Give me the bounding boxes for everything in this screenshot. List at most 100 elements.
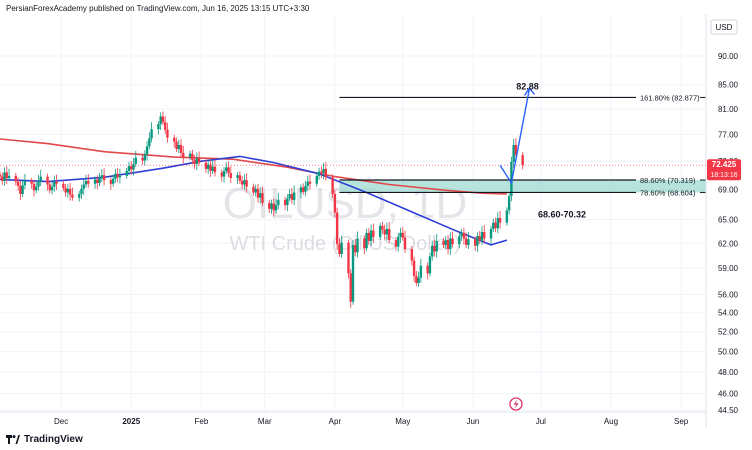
candle-body <box>351 244 355 302</box>
candle <box>442 237 445 248</box>
candle <box>494 217 497 233</box>
candle <box>148 132 151 150</box>
candle <box>290 187 294 204</box>
candle <box>476 232 479 252</box>
candle <box>213 159 217 177</box>
candle-body <box>347 242 350 274</box>
candle <box>37 174 40 191</box>
candle <box>143 150 147 166</box>
x-tick-label: Mar <box>258 417 272 426</box>
candle-body <box>3 172 6 181</box>
candle <box>354 238 357 257</box>
candle-body <box>433 245 436 252</box>
candle-body <box>102 175 106 181</box>
candle-body <box>64 188 67 193</box>
candle-body <box>259 193 262 198</box>
candle-body <box>268 202 271 209</box>
candle-body <box>125 170 128 176</box>
price-axis[interactable]: USD 90.0085.0081.0077.0073.0069.0065.006… <box>705 0 752 428</box>
candle <box>206 160 210 174</box>
candle-body <box>270 203 273 209</box>
candle-body <box>209 164 212 171</box>
candle <box>209 159 212 178</box>
publisher-line: PersianForexAcademy published on Trading… <box>6 4 310 13</box>
candle-body <box>349 273 352 302</box>
y-tick-label: 90.00 <box>718 52 739 61</box>
candle-body <box>399 232 402 237</box>
candle <box>93 176 97 189</box>
candle <box>419 258 423 283</box>
candle-body <box>322 168 325 174</box>
x-tick-label: Aug <box>604 417 618 426</box>
candle-body <box>46 176 49 185</box>
alert-icon[interactable] <box>509 397 523 411</box>
candle <box>166 122 169 143</box>
candle <box>349 269 352 308</box>
candle-body <box>512 144 515 162</box>
candle <box>274 199 278 214</box>
tradingview-brand[interactable]: TradingView <box>6 434 83 445</box>
candle <box>179 138 183 159</box>
candle <box>430 240 434 261</box>
candle <box>505 207 509 226</box>
candle <box>80 184 83 199</box>
candle <box>1 172 4 185</box>
x-tick-label: Jun <box>466 417 479 426</box>
candle <box>302 183 305 195</box>
candle-body <box>383 229 386 235</box>
candle <box>254 184 257 197</box>
candle <box>304 180 307 196</box>
candle-body <box>365 232 368 249</box>
x-tick-label: Sep <box>674 417 689 426</box>
candle-body <box>419 265 423 278</box>
candle-body <box>428 256 432 274</box>
candle-body <box>426 265 429 274</box>
candle-body <box>460 232 463 237</box>
y-tick-label: 85.00 <box>718 81 739 90</box>
candle <box>403 230 407 254</box>
time-axis[interactable]: Dec 2025 Feb Mar Apr May Jun Jul Aug Sep <box>0 411 706 426</box>
candle <box>98 173 101 187</box>
candle-body <box>333 193 337 213</box>
y-tick-label: 56.00 <box>718 290 739 299</box>
candle-body <box>127 166 131 171</box>
candle <box>145 141 149 161</box>
candle-body <box>304 185 307 192</box>
watermark-name: WTI Crude (Oil/US Dollar) <box>229 233 460 255</box>
candle <box>71 187 74 201</box>
candle-body <box>369 230 373 241</box>
candle-body <box>109 180 113 184</box>
candle <box>451 231 454 248</box>
currency-badge[interactable] <box>710 19 738 35</box>
candle-body <box>145 146 149 155</box>
candle-body <box>331 177 334 194</box>
candle-body <box>449 238 452 250</box>
candle-body <box>82 184 85 189</box>
candle <box>3 167 6 186</box>
y-tick-label: 54.00 <box>718 309 739 318</box>
candle-body <box>96 179 99 184</box>
candle-body <box>195 158 199 164</box>
last-price-value: 72.425 <box>712 160 737 169</box>
candle-body <box>505 210 509 223</box>
candle-body <box>211 166 214 171</box>
candle-body <box>290 193 294 200</box>
candle <box>367 227 371 245</box>
candle-body <box>480 232 484 241</box>
candle-body <box>446 240 450 250</box>
candle-body <box>451 238 454 245</box>
candle <box>96 175 99 190</box>
candle <box>114 168 117 183</box>
candle-body <box>143 154 147 161</box>
candle-body <box>66 188 70 193</box>
candle-body <box>48 184 51 191</box>
candle-body <box>367 232 371 241</box>
y-tick-label: 48.00 <box>718 368 739 377</box>
candle <box>175 137 178 153</box>
y-tick-label: 77.00 <box>718 130 739 139</box>
candle <box>84 174 88 188</box>
candle <box>102 168 106 186</box>
candle-body <box>308 181 312 184</box>
candle <box>308 174 312 190</box>
